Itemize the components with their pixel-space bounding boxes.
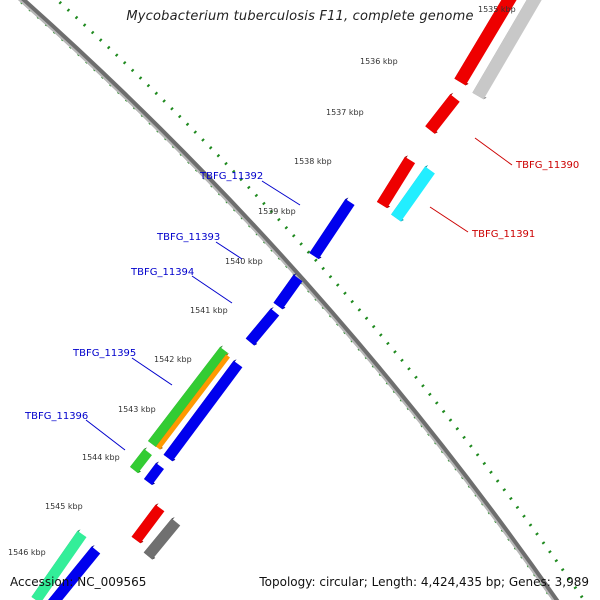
genome-backbone-highlight — [17, 0, 555, 600]
gene-label: TBFG_11391 — [471, 229, 535, 240]
backbone-layer — [17, 0, 560, 600]
features-layer — [31, 0, 542, 600]
gene-label: TBFG_11392 — [199, 171, 263, 182]
tick-label: 1539 kbp — [258, 207, 296, 216]
red-bottom — [131, 503, 165, 544]
gene-leader-line — [131, 357, 173, 386]
tick-label: 1538 kbp — [294, 157, 332, 166]
gene-label: TBFG_11396 — [24, 411, 88, 422]
teal-bottom — [31, 529, 87, 600]
red-top-2 — [425, 92, 460, 134]
tick-label: 1541 kbp — [190, 306, 228, 315]
gene-leader-line — [191, 275, 233, 304]
genome-backbone — [17, 0, 560, 600]
gene-leader-line — [474, 137, 513, 166]
gene-leader-line — [429, 206, 469, 233]
blue-long — [163, 359, 243, 462]
blue-1 — [309, 197, 355, 260]
gene-leader-line — [261, 180, 301, 206]
gene-label: TBFG_11390 — [515, 160, 579, 171]
tick-label: 1542 kbp — [154, 355, 192, 364]
cyan-gene — [391, 165, 435, 222]
blue-short — [144, 461, 164, 485]
green-long — [148, 345, 228, 448]
inner-tick-ring — [54, 0, 586, 600]
gene-label: TBFG_11393 — [156, 232, 220, 243]
topology-summary: Topology: circular; Length: 4,424,435 bp… — [259, 575, 589, 589]
tick-label: 1544 kbp — [82, 453, 120, 462]
tick-label: 1535 kbp — [478, 5, 516, 14]
gray-top — [472, 0, 542, 100]
tick-label: 1537 kbp — [326, 108, 364, 117]
red-top-1 — [454, 0, 517, 86]
tick-label: 1536 kbp — [360, 57, 398, 66]
gene-label: TBFG_11394 — [130, 267, 194, 278]
tick-label: 1545 kbp — [45, 502, 83, 511]
map-title: Mycobacterium tuberculosis F11, complete… — [126, 9, 474, 24]
tick-label: 1546 kbp — [8, 548, 46, 557]
tick-label: 1543 kbp — [118, 405, 156, 414]
gene-leader-line — [215, 241, 243, 260]
orange-long — [156, 352, 230, 450]
accession-text: Accession: NC_009565 — [10, 575, 147, 589]
gray-bottom — [143, 517, 181, 560]
green-short — [130, 447, 152, 474]
blue-2 — [273, 273, 303, 310]
tick-label: 1540 kbp — [225, 257, 263, 266]
gene-leader-line — [85, 419, 126, 451]
blue-3 — [245, 306, 280, 346]
labels-layer: 1535 kbp 1536 kbp 1537 kbp 1538 kbp 1539 kbp… — [8, 5, 579, 557]
red-mid — [376, 155, 416, 209]
gene-label: TBFG_11395 — [72, 348, 136, 359]
